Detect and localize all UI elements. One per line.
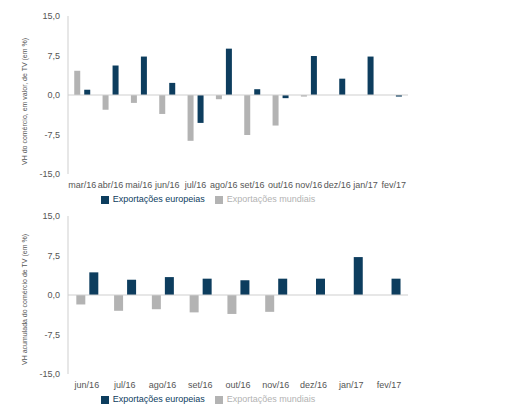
svg-text:fev/17: fev/17 bbox=[382, 180, 407, 190]
svg-text:-7,5: -7,5 bbox=[44, 330, 60, 340]
svg-text:set/16: set/16 bbox=[240, 180, 265, 190]
svg-text:VH do comércio, em valor, de T: VH do comércio, em valor, de TV (em %) bbox=[21, 38, 29, 165]
html-text:Exportações mundiais: Exportações mundiais bbox=[226, 194, 316, 204]
svg-text:jul/16: jul/16 bbox=[184, 180, 207, 190]
svg-text:15,0: 15,0 bbox=[42, 11, 60, 21]
svg-text:dez/16: dez/16 bbox=[300, 380, 327, 390]
svg-text:out/16: out/16 bbox=[268, 180, 293, 190]
svg-text:nov/16: nov/16 bbox=[262, 380, 289, 390]
svg-text:nov/16: nov/16 bbox=[295, 180, 322, 190]
svg-text:jan/17: jan/17 bbox=[352, 180, 378, 190]
svg-text:15,0: 15,0 bbox=[42, 211, 60, 221]
svg-text:ago/16: ago/16 bbox=[149, 380, 177, 390]
svg-text:-7,5: -7,5 bbox=[44, 130, 60, 140]
svg-text:mai/16: mai/16 bbox=[125, 180, 152, 190]
html-text:Exportações europeias: Exportações europeias bbox=[112, 394, 205, 404]
html-text:Exportações europeias: Exportações europeias bbox=[112, 194, 205, 204]
svg-text:jan/17: jan/17 bbox=[338, 380, 364, 390]
svg-text:set/16: set/16 bbox=[188, 380, 213, 390]
svg-text:jun/16: jun/16 bbox=[74, 380, 100, 390]
svg-text:out/16: out/16 bbox=[225, 380, 250, 390]
svg-text:0,0: 0,0 bbox=[47, 290, 60, 300]
svg-text:dez/16: dez/16 bbox=[324, 180, 351, 190]
svg-text:VH acumulada do comércio de TV: VH acumulada do comércio de TV (em %) bbox=[21, 234, 29, 365]
html-text:Exportações mundiais: Exportações mundiais bbox=[226, 394, 316, 404]
svg-text:7,5: 7,5 bbox=[47, 251, 60, 261]
svg-text:fev/17: fev/17 bbox=[377, 380, 402, 390]
svg-text:mar/16: mar/16 bbox=[68, 180, 96, 190]
svg-text:ago/16: ago/16 bbox=[210, 180, 238, 190]
svg-text:-15,0: -15,0 bbox=[39, 369, 60, 379]
svg-text:7,5: 7,5 bbox=[47, 51, 60, 61]
svg-text:-15,0: -15,0 bbox=[39, 169, 60, 179]
svg-text:jul/16: jul/16 bbox=[113, 380, 136, 390]
svg-text:0,0: 0,0 bbox=[47, 90, 60, 100]
svg-text:jun/16: jun/16 bbox=[154, 180, 180, 190]
svg-text:abr/16: abr/16 bbox=[98, 180, 124, 190]
